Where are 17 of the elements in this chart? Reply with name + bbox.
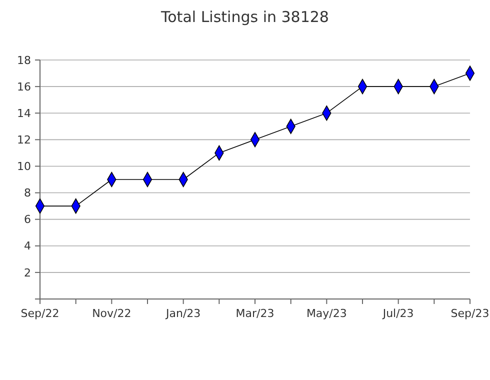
y-tick-label: 14 [17,106,31,120]
x-tick-label: Jan/23 [164,307,201,320]
y-tick-label: 4 [24,240,31,253]
y-tick-label: 12 [17,134,31,147]
x-tick-label: May/23 [306,307,347,320]
x-tick-label: Sep/22 [20,307,60,320]
x-tick-label: Nov/22 [92,307,132,320]
y-tick-label: 2 [24,266,31,280]
y-tick-label: 10 [17,160,31,174]
y-tick-label: 6 [24,213,31,226]
chart-title: Total Listings in 38128 [160,8,329,26]
x-tick-label: Mar/23 [236,307,274,320]
x-tick-label: Sep/23 [450,307,490,320]
y-tick-label: 16 [17,80,31,94]
y-tick-label: 8 [24,186,31,200]
y-tick-label: 18 [17,54,31,67]
x-tick-label: Jul/23 [382,307,414,320]
